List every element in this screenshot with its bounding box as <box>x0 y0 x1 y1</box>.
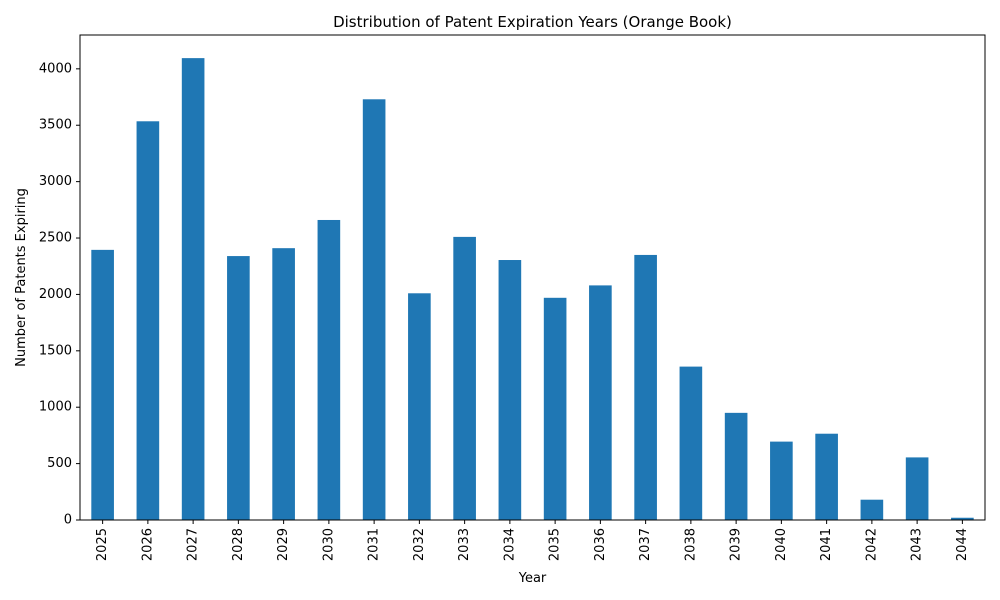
bars-group <box>91 58 974 520</box>
x-tick-label: 2027 <box>186 528 201 561</box>
y-tick-label: 2500 <box>39 231 72 246</box>
bar-2037 <box>634 254 657 520</box>
x-tick-label: 2034 <box>502 528 517 561</box>
x-tick-label: 2026 <box>140 528 155 561</box>
x-tick-label: 2044 <box>955 528 970 561</box>
y-tick-label: 1500 <box>39 343 72 358</box>
x-tick-label: 2042 <box>864 528 879 561</box>
bar-2030 <box>317 219 341 520</box>
x-tick-label: 2037 <box>638 528 653 561</box>
x-tick-label: 2032 <box>412 528 427 561</box>
bar-2026 <box>136 121 160 520</box>
chart-title: Distribution of Patent Expiration Years … <box>333 13 732 31</box>
x-tick-label: 2040 <box>774 528 789 561</box>
bar-2043 <box>905 457 929 520</box>
y-tick-label: 2000 <box>39 287 72 302</box>
x-tick-label: 2038 <box>683 528 698 561</box>
y-tick-label: 3500 <box>39 118 72 133</box>
bar-2036 <box>589 285 612 520</box>
y-tick-label: 1000 <box>39 400 72 415</box>
y-tick-label: 3000 <box>39 174 72 189</box>
x-tick-label: 2031 <box>367 528 382 561</box>
y-axis-label: Number of Patents Expiring <box>14 188 29 367</box>
bar-2038 <box>679 366 703 520</box>
x-tick-label: 2025 <box>95 528 110 561</box>
bar-2042 <box>860 499 884 520</box>
plot-frame <box>79 34 986 521</box>
bar-2027 <box>181 58 205 520</box>
x-tick-label: 2033 <box>457 528 472 561</box>
x-tick-label: 2039 <box>729 528 744 561</box>
x-tick-label: 2036 <box>593 528 608 561</box>
bar-2033 <box>453 236 476 520</box>
bar-2039 <box>724 412 748 520</box>
bar-2031 <box>362 99 386 520</box>
y-tick-label: 500 <box>47 456 72 471</box>
bar-2032 <box>408 293 431 520</box>
bar-2028 <box>227 256 250 520</box>
bar-2040 <box>770 441 793 520</box>
bar-2044 <box>951 517 974 520</box>
x-tick-label: 2029 <box>276 528 291 561</box>
x-tick-label: 2030 <box>321 528 336 561</box>
x-axis-ticks: 2025 2026 2027 2028 2029 2030 2031 2032 2033 2034… <box>95 520 970 561</box>
x-tick-label: 2028 <box>231 528 246 561</box>
y-tick-label: 4000 <box>39 61 72 76</box>
bar-2034 <box>498 260 522 520</box>
x-tick-label: 2041 <box>819 528 834 561</box>
x-tick-label: 2043 <box>910 528 925 561</box>
bar-2025 <box>91 249 114 520</box>
bar-2029 <box>272 248 295 520</box>
y-tick-label: 0 <box>64 513 72 528</box>
x-axis-label: Year <box>518 571 547 586</box>
y-axis-ticks: 0 500 1000 1500 2000 2500 3000 3500 4000 <box>39 61 80 528</box>
bar-2035 <box>543 297 567 520</box>
x-tick-label: 2035 <box>548 528 563 561</box>
bar-2041 <box>815 433 838 520</box>
